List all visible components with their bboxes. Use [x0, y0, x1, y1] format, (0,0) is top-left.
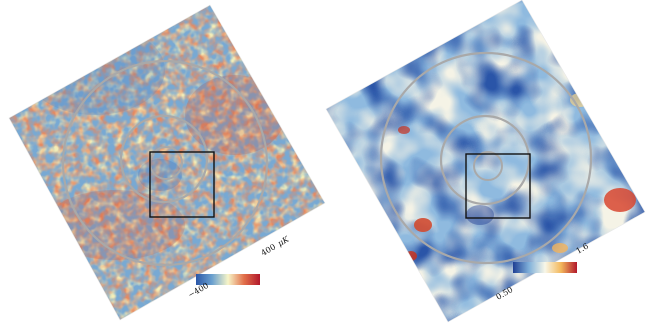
right-square-region — [465, 153, 531, 219]
left-map-border — [8, 4, 326, 321]
left-temperature-map — [9, 5, 325, 320]
right-middle-ring — [439, 114, 531, 206]
left-middle-ring — [119, 114, 209, 204]
right-outer-ring — [379, 51, 593, 265]
right-colorbar-gradient — [513, 262, 577, 273]
left-colorbar-gradient — [196, 274, 260, 285]
right-inner-ring — [473, 151, 503, 181]
right-map-border — [325, 0, 646, 323]
left-outer-ring — [61, 59, 269, 267]
left-map-overlay — [61, 59, 269, 267]
left-square-region — [149, 151, 215, 218]
right-significance-map — [326, 0, 645, 322]
right-map-overlay — [379, 51, 593, 265]
